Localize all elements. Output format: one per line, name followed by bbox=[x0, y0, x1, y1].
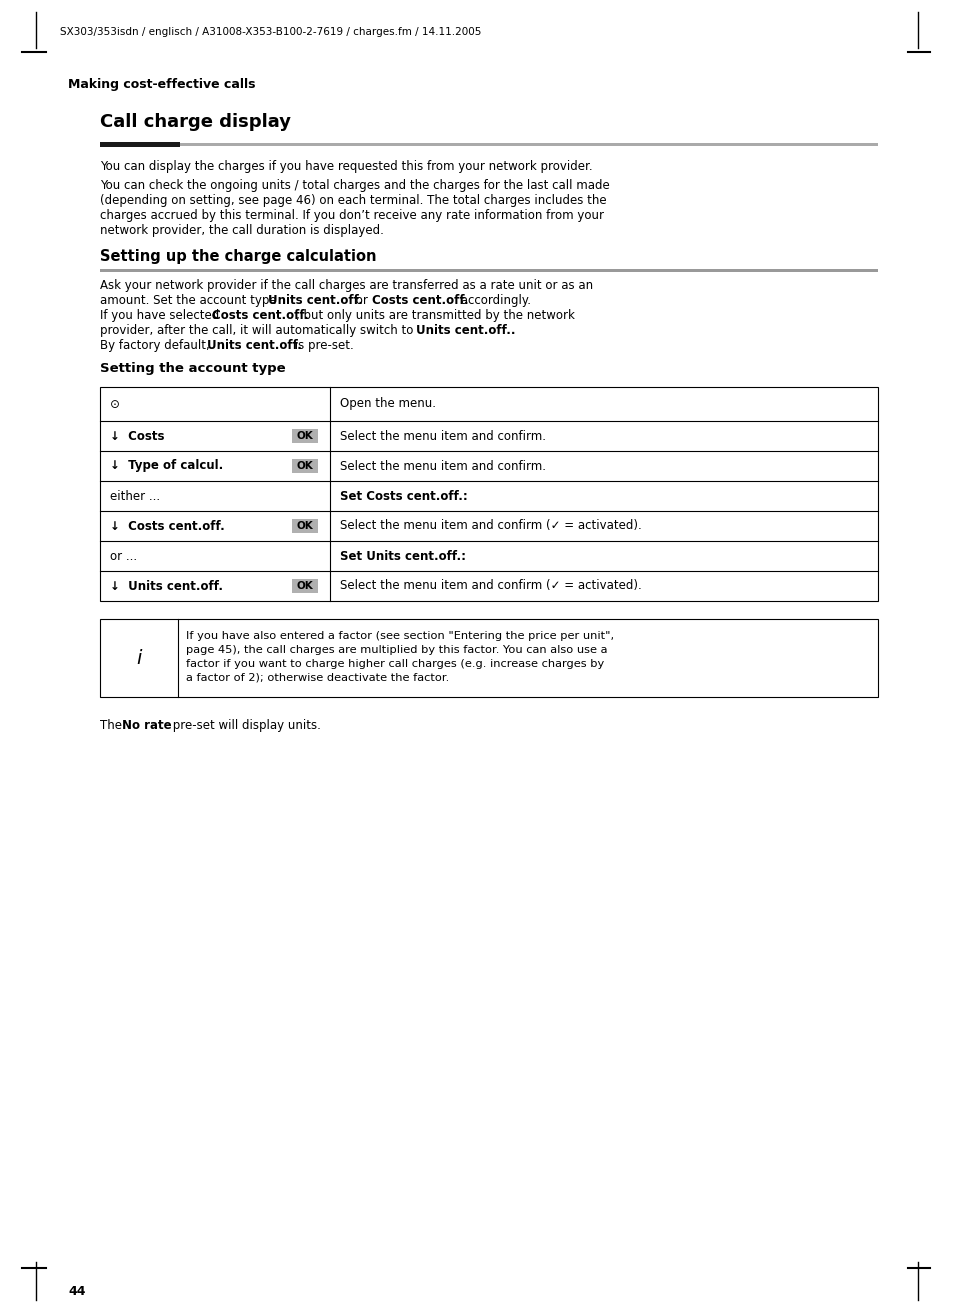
Text: OK: OK bbox=[296, 582, 313, 591]
Text: page 45), the call charges are multiplied by this factor. You can also use a: page 45), the call charges are multiplie… bbox=[186, 644, 607, 655]
Text: charges accrued by this terminal. If you don’t receive any rate information from: charges accrued by this terminal. If you… bbox=[100, 209, 603, 222]
Text: OK: OK bbox=[296, 461, 313, 471]
Text: Set Units cent.off.:: Set Units cent.off.: bbox=[339, 549, 465, 562]
Text: You can display the charges if you have requested this from your network provide: You can display the charges if you have … bbox=[100, 159, 592, 173]
Text: ↓  Costs: ↓ Costs bbox=[110, 430, 164, 443]
Text: Setting the account type: Setting the account type bbox=[100, 362, 285, 375]
Text: Open the menu.: Open the menu. bbox=[339, 397, 436, 410]
Text: Select the menu item and confirm.: Select the menu item and confirm. bbox=[339, 430, 545, 443]
Text: ↓  Type of calcul.: ↓ Type of calcul. bbox=[110, 460, 223, 473]
Bar bbox=[100, 387, 877, 601]
Bar bbox=[100, 142, 180, 146]
Text: Select the menu item and confirm (✓ = activated).: Select the menu item and confirm (✓ = ac… bbox=[339, 579, 641, 592]
Bar bbox=[100, 620, 877, 697]
Text: No rate: No rate bbox=[122, 719, 172, 732]
Text: or ...: or ... bbox=[110, 549, 137, 562]
Bar bbox=[292, 579, 317, 593]
Text: ⊙: ⊙ bbox=[110, 397, 120, 410]
Text: OK: OK bbox=[296, 431, 313, 440]
Text: OK: OK bbox=[296, 521, 313, 531]
Text: i: i bbox=[136, 648, 142, 668]
Text: is pre-set.: is pre-set. bbox=[291, 339, 354, 352]
Text: Select the menu item and confirm.: Select the menu item and confirm. bbox=[339, 460, 545, 473]
Text: Costs cent.off.: Costs cent.off. bbox=[372, 294, 468, 307]
Text: Units cent.off.: Units cent.off. bbox=[207, 339, 301, 352]
Text: ↓  Units cent.off.: ↓ Units cent.off. bbox=[110, 579, 223, 592]
Text: or: or bbox=[352, 294, 372, 307]
Bar bbox=[292, 429, 317, 443]
Text: pre-set will display units.: pre-set will display units. bbox=[169, 719, 320, 732]
Bar bbox=[180, 142, 877, 146]
Text: Select the menu item and confirm (✓ = activated).: Select the menu item and confirm (✓ = ac… bbox=[339, 519, 641, 532]
Text: network provider, the call duration is displayed.: network provider, the call duration is d… bbox=[100, 223, 383, 237]
Text: Making cost-effective calls: Making cost-effective calls bbox=[68, 78, 255, 91]
Text: You can check the ongoing units / total charges and the charges for the last cal: You can check the ongoing units / total … bbox=[100, 179, 609, 192]
Text: By factory default,: By factory default, bbox=[100, 339, 213, 352]
Text: , but only units are transmitted by the network: , but only units are transmitted by the … bbox=[295, 308, 575, 322]
Text: Call charge display: Call charge display bbox=[100, 112, 291, 131]
Text: SX303/353isdn / englisch / A31008-X353-B100-2-7619 / charges.fm / 14.11.2005: SX303/353isdn / englisch / A31008-X353-B… bbox=[60, 27, 481, 37]
Text: If you have also entered a factor (see section "Entering the price per unit",: If you have also entered a factor (see s… bbox=[186, 631, 614, 640]
Text: 44: 44 bbox=[68, 1285, 86, 1298]
Text: amount. Set the account type: amount. Set the account type bbox=[100, 294, 280, 307]
Text: Units cent.off..: Units cent.off.. bbox=[416, 324, 515, 337]
Text: Setting up the charge calculation: Setting up the charge calculation bbox=[100, 250, 376, 264]
Text: Costs cent.off.: Costs cent.off. bbox=[212, 308, 309, 322]
Bar bbox=[292, 519, 317, 533]
Text: Set Costs cent.off.:: Set Costs cent.off.: bbox=[339, 490, 467, 502]
Text: factor if you want to charge higher call charges (e.g. increase charges by: factor if you want to charge higher call… bbox=[186, 659, 603, 669]
Text: If you have selected: If you have selected bbox=[100, 308, 223, 322]
Text: accordingly.: accordingly. bbox=[456, 294, 531, 307]
Text: provider, after the call, it will automatically switch to: provider, after the call, it will automa… bbox=[100, 324, 416, 337]
Bar bbox=[292, 459, 317, 473]
Text: Ask your network provider if the call charges are transferred as a rate unit or : Ask your network provider if the call ch… bbox=[100, 278, 593, 291]
Bar bbox=[100, 269, 877, 272]
Text: either ...: either ... bbox=[110, 490, 160, 502]
Text: ↓  Costs cent.off.: ↓ Costs cent.off. bbox=[110, 519, 225, 532]
Text: The: The bbox=[100, 719, 126, 732]
Text: Units cent.off.: Units cent.off. bbox=[268, 294, 362, 307]
Text: a factor of 2); otherwise deactivate the factor.: a factor of 2); otherwise deactivate the… bbox=[186, 673, 449, 684]
Text: (depending on setting, see page 46) on each terminal. The total charges includes: (depending on setting, see page 46) on e… bbox=[100, 193, 606, 207]
